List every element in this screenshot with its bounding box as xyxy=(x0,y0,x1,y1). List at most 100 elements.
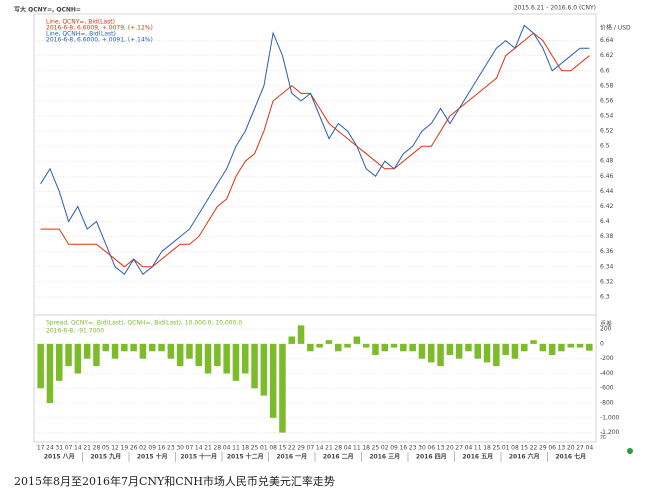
y-tick-label: -800 xyxy=(600,400,614,407)
x-tick-label: 11 xyxy=(474,445,482,452)
bar xyxy=(511,343,519,359)
bar xyxy=(474,343,482,359)
x-tick-label: 16 xyxy=(400,445,408,452)
y-tick-label: 6.58 xyxy=(600,82,614,89)
x-tick-label: 31 xyxy=(55,445,63,452)
bar xyxy=(400,343,407,352)
caption: 2015年8月至2016年7月CNY和CNH市场人民币兑美元汇率走势 xyxy=(14,474,335,488)
x-tick-label: 25 xyxy=(372,445,380,452)
legend-info: 2016-6-8, 6.6009, +.0079, (+.12%) xyxy=(46,25,153,32)
x-tick-label: 04 xyxy=(223,445,231,452)
x-tick-label: 07 xyxy=(307,445,315,452)
x-tick-label: 02 xyxy=(139,445,147,452)
bar xyxy=(260,343,268,396)
x-tick-label: 13 xyxy=(437,445,445,452)
x-tick-label: 14 xyxy=(74,445,82,452)
month-label: 2015 九月 xyxy=(90,453,121,461)
bar xyxy=(493,343,500,367)
x-tick-label: 02 xyxy=(381,445,389,452)
month-label: 2016 二月 xyxy=(323,453,354,461)
y-tick-label: 6.3 xyxy=(600,293,610,300)
bar xyxy=(288,336,296,344)
bar xyxy=(46,343,54,404)
x-tick-label: 22 xyxy=(530,445,538,452)
x-tick-label: 28 xyxy=(214,445,222,452)
y-tick-label: -600 xyxy=(600,385,614,392)
x-tick-label: 21 xyxy=(204,445,212,452)
x-tick-label: 12 xyxy=(111,445,119,452)
x-tick-label: 09 xyxy=(390,445,398,452)
x-tick-label: 01 xyxy=(260,445,268,452)
legend-info: 2016-6-8, 6.6000, +.0091, (+.14%) xyxy=(46,37,153,44)
bar xyxy=(102,343,110,352)
bar xyxy=(74,343,82,374)
x-tick-label: 04 xyxy=(465,445,473,452)
x-tick-label: 23 xyxy=(409,445,417,452)
bar xyxy=(372,343,379,355)
y-tick-label: 6.4 xyxy=(600,218,610,225)
x-tick-label: 15 xyxy=(520,445,528,452)
x-tick-label: 25 xyxy=(493,445,501,452)
x-tick-label: 11 xyxy=(353,445,361,452)
x-tick-label: 17 xyxy=(37,445,45,452)
x-tick-label: 06 xyxy=(427,445,435,452)
bar xyxy=(390,343,398,348)
bar xyxy=(483,343,491,363)
y-tick-label: 6.48 xyxy=(600,158,614,165)
y-tick-label: 6.38 xyxy=(600,233,614,240)
bar xyxy=(186,343,193,359)
y-tick-label: -200 xyxy=(600,355,614,362)
bar xyxy=(334,343,342,352)
x-tick-label: 04 xyxy=(586,445,594,452)
bar xyxy=(437,343,444,367)
x-tick-label: 21 xyxy=(83,445,91,452)
y-tick-label: 6.54 xyxy=(600,113,614,120)
unit-label: 元 xyxy=(600,434,606,441)
month-label: 2015 十二月 xyxy=(227,453,264,461)
y-tick-label: 6.6 xyxy=(600,67,610,74)
y-tick-label: 6.36 xyxy=(600,248,614,255)
bar xyxy=(567,343,575,348)
bar xyxy=(204,343,212,374)
x-tick-label: 18 xyxy=(483,445,491,452)
month-label: 2016 三月 xyxy=(369,453,400,461)
spread-legend: Spread, QCNY=, Bid(Last), QCNH=, Bid(Las… xyxy=(46,320,242,327)
bar xyxy=(548,343,556,355)
x-tick-label: 21 xyxy=(325,445,333,452)
y-tick-label: 6.42 xyxy=(600,203,614,210)
bar xyxy=(279,343,286,433)
bar xyxy=(362,343,370,348)
y-tick-label: 6.64 xyxy=(600,37,614,44)
bar xyxy=(502,343,509,355)
x-tick-label: 14 xyxy=(195,445,203,452)
bar xyxy=(176,343,184,367)
header-range: 2015.6.21 - 2016.6.0 (CNY) xyxy=(514,5,596,12)
month-label: 2016 七月 xyxy=(555,453,586,461)
bar xyxy=(111,343,119,359)
x-tick-label: 13 xyxy=(558,445,566,452)
y-tick-label: 6.56 xyxy=(600,97,614,104)
bar xyxy=(297,325,305,344)
bar xyxy=(325,340,333,344)
x-tick-label: 20 xyxy=(567,445,575,452)
y-axis-label: 价格 / USD xyxy=(600,24,631,32)
bar xyxy=(530,340,537,344)
x-tick-label: 01 xyxy=(502,445,510,452)
line-series xyxy=(40,32,590,268)
x-tick-label: 08 xyxy=(511,445,519,452)
x-tick-label: 14 xyxy=(316,445,324,452)
bar xyxy=(195,343,203,367)
bar xyxy=(455,343,463,359)
bar xyxy=(269,343,277,418)
y-tick-label: 6.44 xyxy=(600,188,614,195)
x-tick-label: 08 xyxy=(269,445,277,452)
x-tick-label: 24 xyxy=(46,445,54,452)
bar xyxy=(381,343,389,352)
y-tick-label: 0 xyxy=(600,340,604,347)
bar xyxy=(353,336,361,344)
month-label: 2016 六月 xyxy=(509,453,540,461)
y-tick-label: -1,000 xyxy=(600,414,620,421)
y-tick-label: 6.62 xyxy=(600,52,614,59)
bar xyxy=(316,343,323,348)
